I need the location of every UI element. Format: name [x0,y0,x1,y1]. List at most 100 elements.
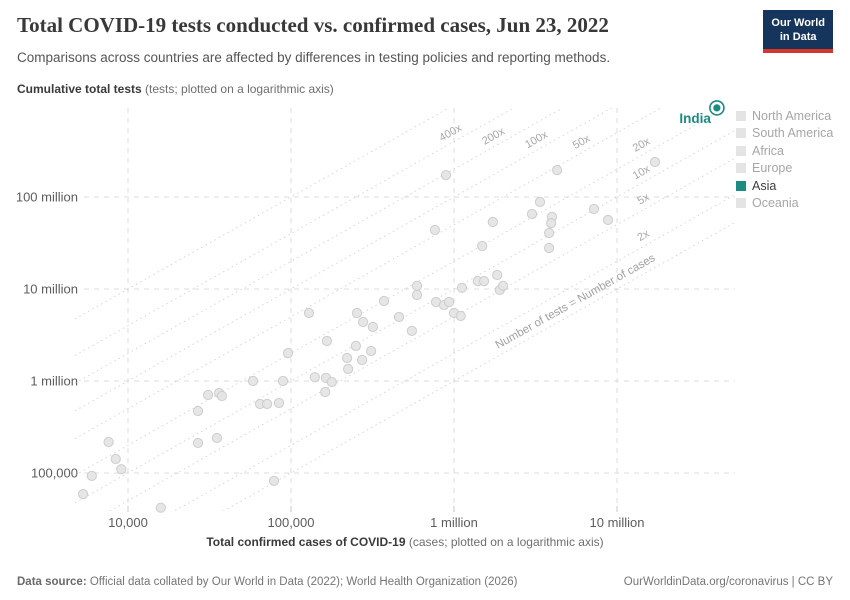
ratio-line-label-2x: 2x [636,228,652,244]
scatter-point[interactable] [86,470,97,481]
scatter-point[interactable] [546,218,557,229]
scatter-point[interactable] [155,502,166,513]
owid-logo-line2: in Data [779,31,817,44]
legend-swatch [736,128,746,138]
scatter-point[interactable] [411,280,423,291]
scatter-point[interactable] [544,242,555,254]
legend-swatch [736,110,746,121]
legend-swatch [736,180,746,191]
scatter-point[interactable] [406,325,417,336]
scatter-point[interactable] [534,196,546,208]
scatter-point[interactable] [479,276,490,287]
owid-logo-line1: Our World [771,17,825,29]
scatter-point[interactable] [268,475,280,486]
scatter-point[interactable] [393,311,405,323]
scatter-point[interactable] [103,436,114,448]
scatter-point[interactable] [321,335,332,347]
scatter-point[interactable] [477,240,488,252]
scatter-point[interactable] [216,390,227,402]
legend-item-africa[interactable]: Africa [736,143,833,158]
data-source-note: Data source: Official data collated by O… [17,576,518,588]
scatter-point[interactable] [78,489,89,500]
scatter-point[interactable] [192,437,204,449]
scatter-point[interactable] [602,214,614,226]
continent-legend: North America South America Africa Europe As… [736,109,833,210]
scatter-point[interactable] [544,227,555,239]
ratio-line-label-200x: 200x [480,125,507,147]
ratio-line-2x [173,194,735,511]
scatter-point[interactable] [357,354,368,366]
y-tick-label: 100,000 [31,466,78,481]
ratio-line-20x [75,108,727,476]
owid-logo[interactable]: Our World in Data [763,10,833,53]
y-tick-label: 100 million [16,190,78,205]
ratio-line-label-20x: 20x [631,135,653,154]
scatter-point[interactable] [116,464,127,475]
scatter-point[interactable] [367,321,378,333]
scatter-point[interactable] [456,282,468,293]
ratio-line-200x [75,108,564,384]
scatter-point[interactable] [343,363,354,375]
scatter-point[interactable] [366,345,377,357]
scatter-point[interactable] [262,398,273,410]
scatter-point[interactable] [303,307,315,319]
scatter-point[interactable] [247,375,259,387]
ratio-line-label-10x: 10x [631,163,653,182]
india-point[interactable] [713,104,721,112]
scatter-point[interactable] [192,405,204,417]
legend-item-label: North America [752,108,832,123]
scatter-point[interactable] [277,375,289,387]
india-point-label: India [679,111,711,126]
x-tick-label: 10 million [590,515,645,530]
scatter-point[interactable] [487,216,498,228]
footer: Data source: Official data collated by O… [17,576,833,588]
y-tick-label: 1 million [30,374,78,389]
page-subtitle: Comparisons across countries are affecte… [17,50,611,65]
x-tick-label: 1 million [430,515,478,530]
scatter-point[interactable] [526,208,538,220]
scatter-point[interactable] [443,296,455,308]
y-axis-unit-bold: Cumulative total tests [17,82,142,96]
legend-item-north-america[interactable]: North America [736,108,833,123]
scatter-point[interactable] [273,397,285,409]
page-title: Total COVID-19 tests conducted vs. confi… [17,13,609,37]
scatter-point[interactable] [358,316,369,328]
scatter-point[interactable] [498,280,509,291]
ratio-line-50x [75,108,662,440]
scatter-point[interactable] [282,348,294,359]
x-axis-unit-label: Total confirmed cases of COVID-19 (cases… [0,535,810,549]
ratio-line-1000x [75,108,450,320]
scatter-point[interactable] [342,352,353,364]
footer-link[interactable]: OurWorldinData.org/coronavirus | CC BY [623,576,833,588]
scatter-point[interactable] [110,453,121,465]
scatter-point[interactable] [492,269,503,281]
scatter-point[interactable] [326,376,337,388]
scatter-point[interactable] [350,340,361,352]
scatter-point[interactable] [211,432,222,444]
scatter-point[interactable] [351,307,363,319]
scatter-point[interactable] [440,170,452,181]
scatter-point[interactable] [455,310,466,322]
legend-item-south-america[interactable]: South America [736,126,833,140]
scatter-point[interactable] [649,156,661,168]
scatter-point[interactable] [411,289,423,301]
scatter-point[interactable] [552,165,563,176]
data-source-text: Official data collated by Our World in D… [86,576,518,588]
ratio-line-400x [75,108,515,356]
legend-item-label: Africa [752,143,784,158]
equal-ratio-line-label: Number of tests = Number of cases [494,252,658,352]
legend-item-europe[interactable]: Europe [736,161,833,175]
scatter-point[interactable] [309,372,320,383]
y-axis-unit-rest: (tests; plotted on a logarithmic axis) [141,82,334,96]
x-tick-label: 100,000 [268,515,315,530]
scatter-point[interactable] [203,389,214,401]
ratio-line-5x [108,157,735,511]
scatter-point[interactable] [378,295,390,307]
scatter-point[interactable] [429,224,440,236]
scatter-point[interactable] [320,386,331,398]
legend-item-oceania[interactable]: Oceania [736,196,833,210]
legend-item-asia[interactable]: Asia [736,179,833,193]
scatter-point[interactable] [588,203,600,215]
